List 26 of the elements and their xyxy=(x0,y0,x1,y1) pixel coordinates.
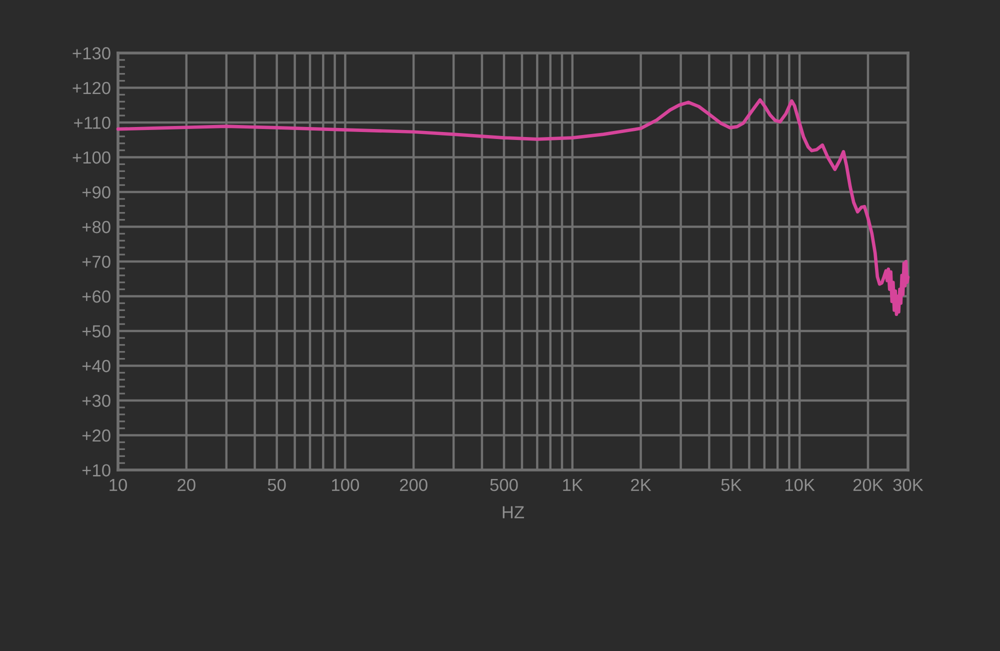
y-tick-label: +90 xyxy=(82,186,110,198)
x-tick-label: 20K xyxy=(853,478,884,492)
y-tick-label: +120 xyxy=(72,82,110,94)
y-tick-label: +20 xyxy=(82,429,110,442)
x-tick-label: 1K xyxy=(563,478,583,491)
x-axis-title: HZ xyxy=(502,506,524,518)
y-tick-label: +30 xyxy=(82,394,110,407)
x-tick-label: 2K xyxy=(631,478,652,491)
x-tick-label: 10K xyxy=(785,478,815,492)
y-tick-label: +80 xyxy=(82,220,110,234)
y-tick-label: +60 xyxy=(82,290,110,303)
x-tick-label: 100 xyxy=(332,478,360,492)
x-tick-label: 5K xyxy=(721,478,742,492)
y-tick-label: +70 xyxy=(82,256,110,268)
y-tick-label: +50 xyxy=(82,325,110,338)
y-tick-label: +10 xyxy=(82,464,110,476)
x-tick-label: 500 xyxy=(490,478,518,492)
x-tick-label: 50 xyxy=(268,478,286,492)
x-tick-label: 20 xyxy=(178,478,196,492)
y-tick-label: +100 xyxy=(72,151,110,164)
y-tick-label: +130 xyxy=(72,47,110,60)
y-tick-label: +40 xyxy=(82,360,110,372)
x-tick-label: 10 xyxy=(110,478,127,492)
x-tick-label: 30K xyxy=(893,478,924,492)
y-tick-label: +110 xyxy=(74,116,110,129)
x-tick-label: 200 xyxy=(400,478,428,492)
